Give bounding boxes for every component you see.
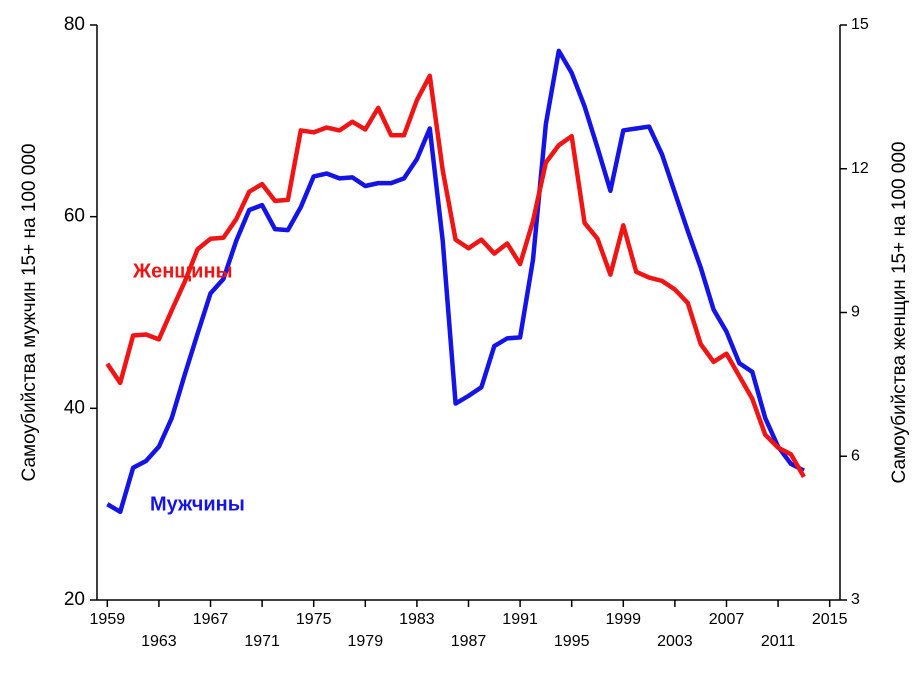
x-tick-label: 1999 [605, 611, 641, 628]
y2-tick-label: 12 [851, 160, 869, 177]
series-line [106, 48, 805, 515]
y2-tick-label: 3 [851, 591, 860, 608]
x-tick-label: 2015 [812, 611, 848, 628]
x-tick-label: 1995 [554, 633, 590, 650]
y2-axis-title: Самоубийства женщин 15+ на 100 000 [889, 142, 910, 484]
x-tick-label: 1987 [451, 633, 487, 650]
series-label: Мужчины [150, 493, 245, 515]
series-line [105, 73, 806, 478]
x-tick-label: 1979 [348, 633, 384, 650]
x-tick-label: 2007 [709, 611, 745, 628]
y-axis-title: Самоубийства мужчин 15+ на 100 000 [19, 144, 40, 482]
x-tick-label: 1971 [244, 633, 280, 650]
y-tick-label: 20 [64, 589, 85, 610]
x-tick-label: 2011 [761, 633, 796, 650]
y-tick-label: 80 [64, 14, 85, 35]
x-tick-label: 1991 [502, 611, 538, 628]
x-tick-label: 1967 [193, 611, 229, 628]
y-tick-label: 60 [64, 206, 85, 227]
x-tick-label: 1975 [296, 611, 332, 628]
series-label: Женщины [132, 261, 233, 283]
y2-tick-label: 6 [851, 447, 860, 464]
x-tick-label: 1959 [90, 611, 126, 628]
y2-tick-label: 15 [851, 16, 869, 33]
x-tick-label: 2003 [657, 633, 693, 650]
y2-tick-label: 9 [851, 304, 860, 321]
x-tick-label: 1983 [399, 611, 435, 628]
x-tick-label: 1963 [141, 633, 177, 650]
y-tick-label: 40 [64, 397, 85, 418]
